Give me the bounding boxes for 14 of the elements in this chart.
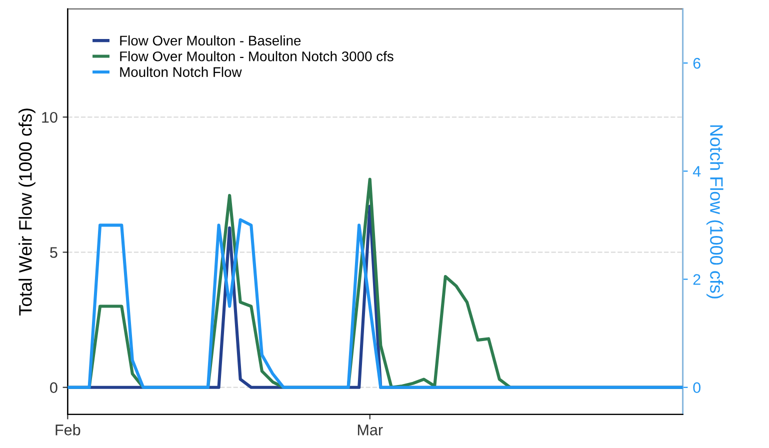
x-tick-label: Mar	[358, 424, 383, 436]
y2-tick-label: 2	[693, 274, 700, 285]
legend-label: Flow Over Moulton - Baseline	[120, 35, 301, 46]
legend-label: Moulton Notch Flow	[120, 66, 242, 77]
y-tick-label: 0	[50, 382, 58, 394]
y2-tick-label: 6	[693, 58, 700, 69]
y-axis-title: Total Weir Flow (1000 cfs)	[18, 108, 36, 316]
y2-tick-label: 0	[693, 382, 700, 394]
y-tick-label: 10	[42, 112, 58, 123]
legend-label: Flow Over Moulton - Moulton Notch 3000 cfs	[120, 51, 394, 62]
y2-tick-label: 4	[692, 166, 701, 177]
y2-axis-title: Notch Flow (1000 cfs)	[706, 125, 724, 298]
y-tick-label: 5	[50, 247, 58, 258]
x-tick-label: Feb	[56, 424, 80, 436]
